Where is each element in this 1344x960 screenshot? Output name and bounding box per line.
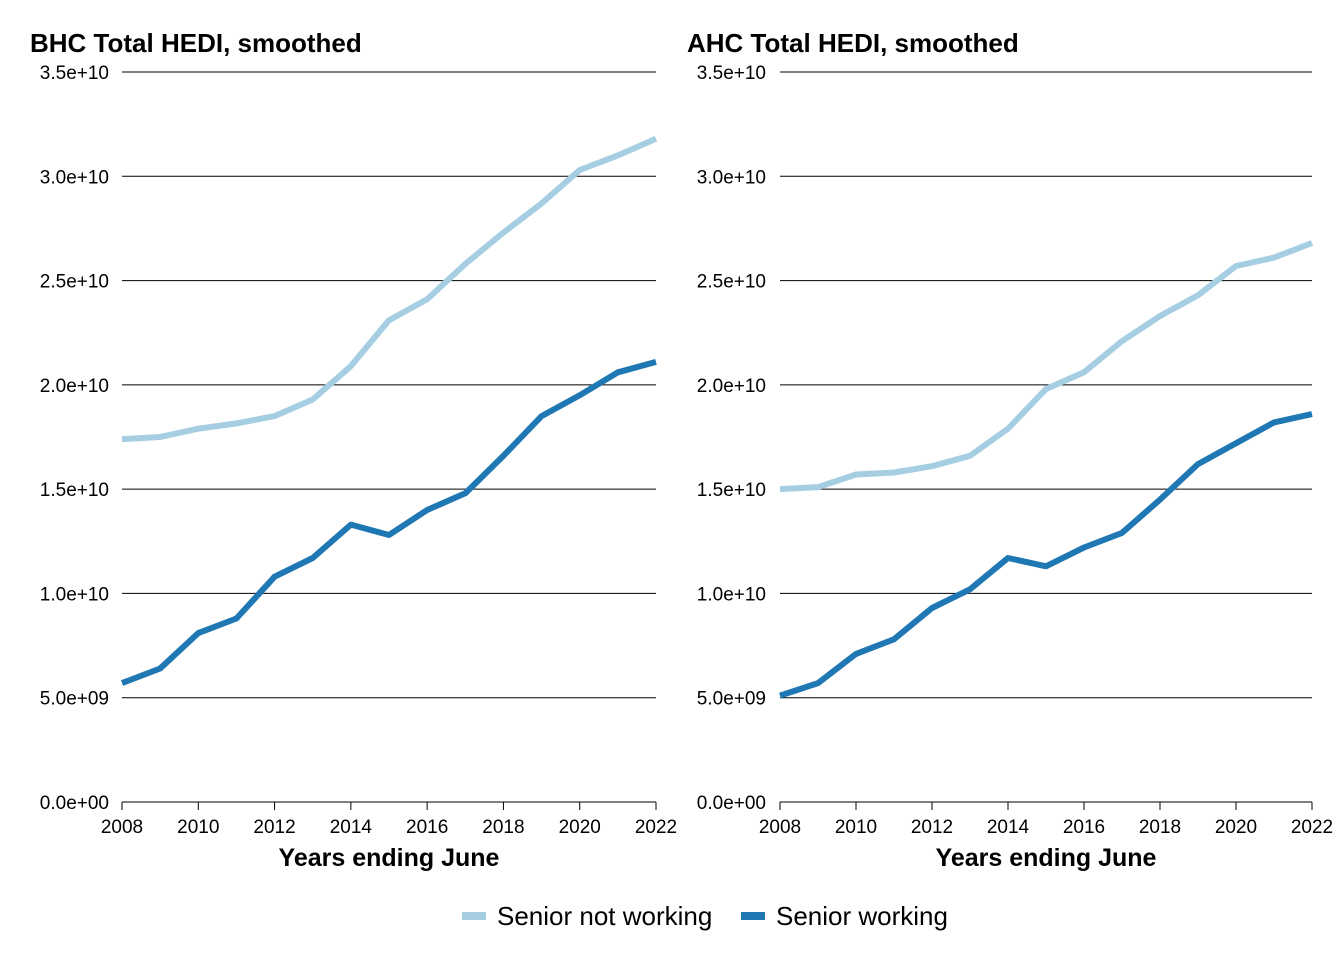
y-tick-label: 0.0e+00 <box>40 793 109 814</box>
y-tick-label: 2.0e+10 <box>40 376 109 397</box>
x-tick-label: 2020 <box>1215 817 1257 838</box>
series-line-senior-working <box>120 359 657 686</box>
y-tick-label: 5.0e+09 <box>40 689 109 710</box>
y-tick-label: 3.0e+10 <box>697 167 766 188</box>
series-line-senior-not-working <box>779 240 1314 493</box>
x-tick-label: 2010 <box>835 817 877 838</box>
series-line-senior-working <box>779 411 1313 699</box>
x-tick-label: 2014 <box>987 817 1030 838</box>
x-tick-label: 2012 <box>253 817 295 838</box>
x-tick-label: 2022 <box>1291 817 1333 838</box>
x-tick-label: 2022 <box>635 817 677 838</box>
legend-label-senior-working: Senior working <box>776 901 948 931</box>
x-axis-title: Years ending June <box>936 844 1157 872</box>
y-tick-label: 3.5e+10 <box>697 63 766 84</box>
chart-panel-ahc: AHC Total HEDI, smoothed 0.0e+00 5.0e+09 1… <box>687 28 1333 872</box>
legend: Senior not working Senior working <box>462 901 948 931</box>
x-tick-label: 2018 <box>482 817 524 838</box>
chart-title: BHC Total HEDI, smoothed <box>30 28 362 58</box>
x-tick-label: 2016 <box>1063 817 1105 838</box>
x-tick-label: 2010 <box>177 817 219 838</box>
y-tick-label: 1.0e+10 <box>697 584 766 605</box>
y-tick-label: 1.5e+10 <box>40 480 109 501</box>
series-line-senior-not-working <box>121 135 658 443</box>
chart-title: AHC Total HEDI, smoothed <box>687 28 1019 58</box>
chart-panel-bhc: BHC Total HEDI, smoothed 0.0e+00 5.0e+09 1… <box>30 28 677 872</box>
y-tick-label: 5.0e+09 <box>697 689 766 710</box>
y-tick-label: 1.5e+10 <box>697 480 766 501</box>
x-tick-label: 2014 <box>330 817 373 838</box>
x-tick-label: 2016 <box>406 817 448 838</box>
x-tick-label: 2008 <box>101 817 143 838</box>
y-tick-label: 1.0e+10 <box>40 584 109 605</box>
x-tick-label: 2018 <box>1139 817 1181 838</box>
y-tick-label: 2.5e+10 <box>40 272 109 293</box>
legend-label-senior-not-working: Senior not working <box>497 901 712 931</box>
x-tick-label: 2020 <box>559 817 601 838</box>
y-tick-label: 0.0e+00 <box>697 793 766 814</box>
y-tick-label: 3.5e+10 <box>40 63 109 84</box>
y-tick-label: 3.0e+10 <box>40 167 109 188</box>
y-tick-label: 2.0e+10 <box>697 376 766 397</box>
x-tick-label: 2008 <box>759 817 801 838</box>
x-tick-label: 2012 <box>911 817 953 838</box>
x-axis-title: Years ending June <box>279 844 500 872</box>
y-tick-label: 2.5e+10 <box>697 272 766 293</box>
